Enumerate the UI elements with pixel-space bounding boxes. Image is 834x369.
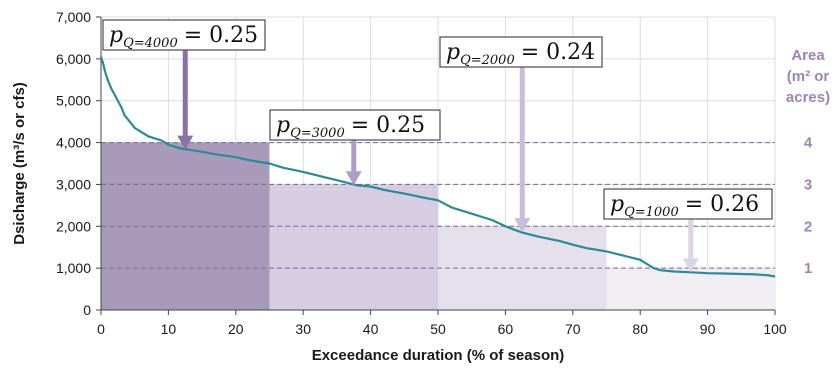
x-tick-label: 10 [161,321,177,337]
annotation-arrow-head [345,171,362,186]
x-tick-label: 60 [498,321,514,337]
x-tick-label: 90 [700,321,716,337]
annotation-arrow-head [177,135,194,150]
annotation-box [603,188,773,220]
y-tick-label: 1,000 [56,260,91,276]
area-block [269,184,438,310]
annotation-box [439,36,603,68]
annotation-arrow-head [682,258,699,273]
annotations: pQ=4000 = 0.25 pQ=3000 = 0.25 pQ=2000 = 0.24 p… [102,19,773,220]
annotation-box [102,19,266,51]
x-axis-title: Exceedance duration (% of season) [312,347,565,364]
y-tick-label: 5,000 [56,93,91,109]
annotation-text: pQ=3000 = 0.25 [276,113,425,141]
y-tick-label: 0 [83,302,91,318]
x-tick-label: 100 [763,321,787,337]
series [99,56,776,278]
area-title: (m² or [787,68,830,85]
x-tick-label: 40 [363,321,379,337]
area-label: 2 [804,218,812,235]
area-axis: Area (m² or acres) 4 3 2 1 [786,47,830,277]
x-tick-label: 50 [430,321,446,337]
series-line [99,56,776,278]
x-tick-label: 20 [228,321,244,337]
area-label: 1 [804,260,812,277]
area-title: acres) [786,89,830,106]
annotation-text: pQ=2000 = 0.24 [446,40,595,68]
y-tick-label: 6,000 [56,51,91,67]
y-tick-label: 4,000 [56,135,91,151]
x-tick-label: 30 [295,321,311,337]
annotation-text: pQ=4000 = 0.25 [109,23,258,51]
x-tick-label: 70 [565,321,581,337]
annotation-arrows [177,50,699,273]
annotation-box [269,109,441,141]
area-label: 4 [804,135,813,152]
x-tick-label: 0 [97,321,105,337]
x-tick-label: 80 [632,321,648,337]
y-tick-label: 2,000 [56,218,91,234]
y-tick-label: 3,000 [56,176,91,192]
reference-lines [101,142,775,269]
axes: 0 10 20 30 40 50 60 70 80 90 100 0 1,000 2,000 3,000 4,… [56,9,787,337]
area-title: Area [791,47,825,64]
area-block [438,226,607,310]
area-label: 3 [804,176,812,193]
annotation-arrow-head [514,218,531,233]
annotation-text: pQ=1000 = 0.26 [610,192,759,220]
y-axis-title: Dsicharge (m³/s or cfs) [11,82,28,245]
y-tick-label: 7,000 [56,9,91,25]
